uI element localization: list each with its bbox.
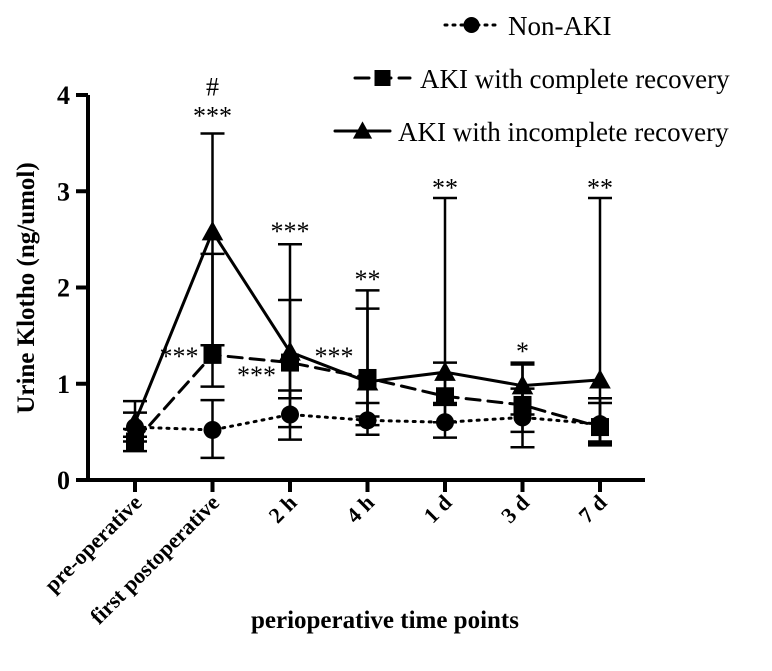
- data-point: [126, 432, 144, 451]
- x-tick-label: 1 d: [419, 490, 457, 528]
- data-point: [511, 374, 534, 395]
- data-point: [201, 220, 224, 241]
- x-tick-label: 4 h: [341, 490, 379, 528]
- data-point: [279, 341, 301, 361]
- y-tick-label: 2: [57, 274, 70, 303]
- x-axis-title: perioperative time points: [251, 607, 519, 634]
- annotations: #**********************: [160, 72, 614, 390]
- legend-label: AKI with complete recovery: [420, 64, 730, 94]
- data-point: [356, 371, 379, 391]
- series-markers: [124, 220, 611, 451]
- significance-annotation: **: [355, 265, 381, 294]
- data-point: [203, 345, 222, 364]
- legend-label: Non-AKI: [508, 11, 611, 41]
- legend-marker: [374, 70, 391, 86]
- x-tick-label: first postoperative: [85, 490, 224, 629]
- data-point: [281, 405, 299, 424]
- x-tick-label: 2 h: [264, 490, 302, 528]
- x-tick-label: 3 d: [496, 490, 534, 528]
- y-axis-title: Urine Klotho (ng/umol): [13, 162, 40, 413]
- significance-annotation: ***: [193, 101, 232, 130]
- data-point: [591, 418, 609, 437]
- significance-annotation: *: [516, 337, 529, 366]
- x-tick-label: 7 d: [574, 490, 612, 528]
- legend-label: AKI with incomplete recovery: [398, 117, 729, 147]
- significance-annotation: ***: [315, 342, 354, 371]
- data-point: [436, 387, 454, 406]
- legend-marker: [463, 17, 480, 33]
- data-point: [434, 361, 456, 381]
- significance-annotation: ***: [237, 361, 276, 390]
- legend-marker: [352, 121, 373, 139]
- significance-annotation: ***: [271, 217, 310, 246]
- significance-annotation: ***: [160, 342, 199, 371]
- significance-annotation: **: [432, 173, 458, 202]
- y-tick-label: 3: [57, 177, 70, 206]
- y-tick-label: 1: [57, 370, 70, 399]
- data-point: [358, 411, 377, 430]
- data-point: [513, 395, 532, 414]
- legend: Non-AKI AKI with complete recovery AKI wit…: [333, 11, 730, 147]
- data-point: [436, 413, 454, 432]
- significance-annotation: #: [206, 72, 219, 101]
- y-tick-label: 0: [57, 466, 70, 495]
- y-tick-label: 4: [57, 81, 70, 110]
- data-point: [124, 411, 146, 431]
- data-point: [203, 420, 222, 439]
- data-point: [589, 369, 611, 389]
- y-ticks: 0 1 2 3 4: [57, 81, 88, 495]
- significance-annotation: **: [587, 173, 613, 202]
